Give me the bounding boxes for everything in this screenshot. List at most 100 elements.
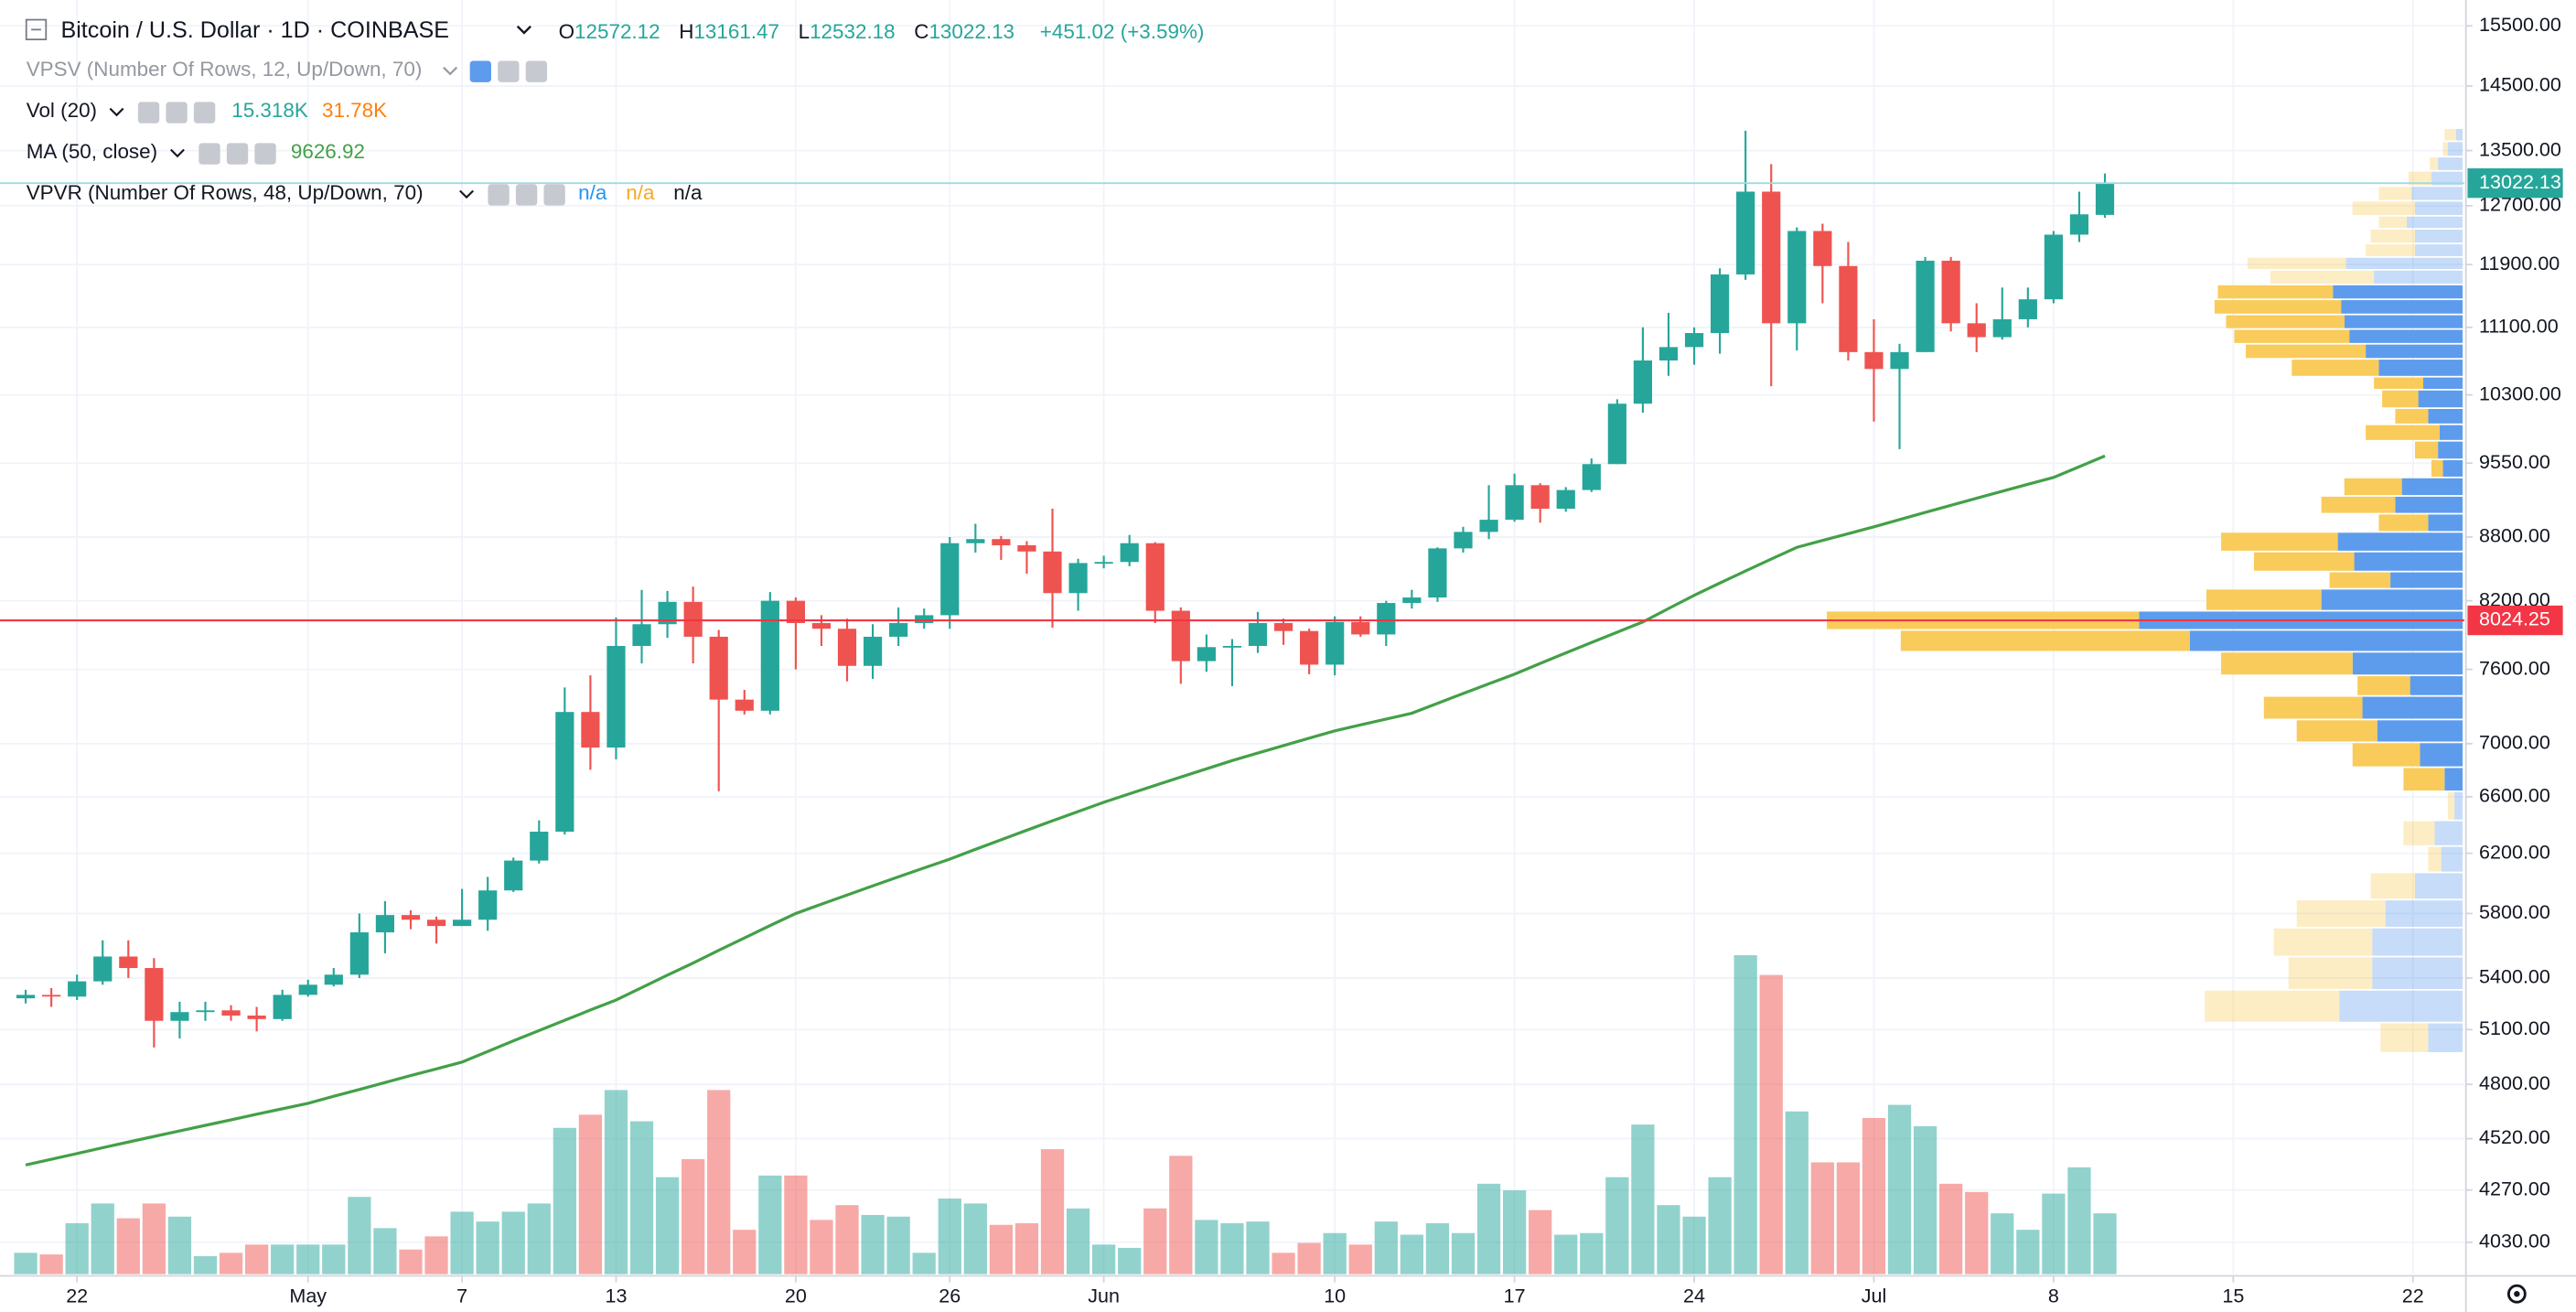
x-tick-label: 17 [1504, 1285, 1526, 1307]
y-tick-label: 4030.00 [2479, 1229, 2550, 1252]
candle-body [2044, 234, 2063, 300]
candle-body [530, 832, 549, 861]
profile-down [2254, 552, 2355, 571]
vol-legend[interactable]: Vol (20) [27, 99, 97, 122]
candle-body [1197, 647, 1216, 661]
open-value: 12572.12 [574, 20, 660, 43]
high-label: H [679, 20, 693, 43]
volume-bar [1400, 1234, 1423, 1274]
volume-bar [1476, 1183, 1501, 1274]
remove-icon[interactable] [254, 143, 276, 165]
candle-body [170, 1012, 189, 1021]
profile-down [2296, 900, 2386, 927]
candle-body [1658, 347, 1679, 361]
last-price-box [2467, 167, 2563, 199]
remove-icon[interactable] [525, 60, 548, 82]
profile-up [2395, 496, 2463, 513]
profile-up [2415, 873, 2463, 899]
profile-down [2247, 257, 2346, 270]
vpsv-legend[interactable]: VPSV (Number Of Rows, 12, Up/Down, 70) [27, 58, 423, 81]
candle-body [1326, 621, 1345, 665]
volume-bar [450, 1211, 474, 1274]
profile-up [2321, 589, 2463, 610]
volume-bar [1759, 974, 1783, 1274]
eye-icon[interactable] [488, 184, 510, 206]
settings-icon[interactable] [166, 102, 188, 124]
ma-value: 9626.92 [291, 140, 365, 163]
settings-icon[interactable] [498, 60, 520, 82]
volume-bar [296, 1244, 320, 1274]
remove-icon[interactable] [543, 184, 565, 206]
chevron [516, 25, 531, 35]
eye-icon[interactable] [199, 143, 220, 165]
profile-down [2221, 652, 2353, 675]
profile-up [2407, 216, 2463, 229]
ohlc: O12572.12 H13161.47 L12532.18 C13022.13 … [559, 20, 1205, 43]
y-tick-label: 5400.00 [2479, 965, 2550, 988]
candle-body [1890, 351, 1909, 370]
profile-up [2422, 377, 2463, 389]
candle-body [1120, 543, 1139, 563]
volume-bar [1348, 1244, 1372, 1274]
profile-down [2205, 990, 2340, 1022]
volume-bar [1297, 1242, 1321, 1274]
volume-bar [2042, 1193, 2066, 1274]
profile-up [2341, 300, 2463, 314]
hidden-toggle[interactable] [469, 60, 491, 82]
y-tick-label: 5100.00 [2479, 1016, 2550, 1039]
volume-bar [501, 1211, 525, 1274]
profile-down [2374, 377, 2423, 389]
profile-down [2442, 142, 2448, 156]
profile-down [2378, 216, 2408, 229]
profile-up [2439, 425, 2463, 440]
profile-up [2344, 315, 2463, 328]
volume-bar [193, 1255, 218, 1274]
x-tick-label: 22 [2402, 1285, 2424, 1307]
profile-up [2366, 344, 2463, 359]
volume-bar [424, 1236, 448, 1274]
volume-bar [2016, 1230, 2040, 1274]
candle-body [1145, 543, 1165, 611]
volume-bar [2067, 1167, 2091, 1274]
profile-down [2408, 171, 2431, 186]
settings-button[interactable] [2506, 1284, 2527, 1304]
volume-bar [1631, 1124, 1655, 1274]
eye-icon[interactable] [137, 102, 160, 124]
volume-bar [1862, 1117, 1886, 1274]
ma-legend[interactable]: MA (50, close) [27, 140, 157, 163]
profile-down [2288, 957, 2373, 989]
volume-bar [373, 1228, 397, 1274]
profile-up [2415, 229, 2463, 243]
candle-body [273, 995, 292, 1019]
volume-bar [963, 1203, 987, 1274]
collapse-button[interactable] [25, 18, 48, 41]
overlay [0, 182, 2464, 1167]
profile-down [1900, 630, 2190, 651]
legend: Bitcoin / U.S. Dollar · 1D · COINBASE O1… [25, 17, 1205, 206]
profile-up [2442, 460, 2463, 477]
ma-line [25, 454, 2106, 1167]
remove-icon[interactable] [193, 102, 216, 124]
profile-down [2366, 244, 2415, 256]
settings-icon[interactable] [515, 184, 538, 206]
candle-body [606, 646, 626, 748]
profile-down [2344, 478, 2402, 496]
profile-up [2438, 157, 2463, 170]
volume-bar [938, 1199, 961, 1274]
volume-profile [1827, 128, 2463, 1052]
settings-icon[interactable] [226, 143, 249, 165]
candle-body [324, 974, 343, 985]
candle-body [1530, 485, 1550, 510]
volume-bar [707, 1090, 731, 1274]
volume-bar [1554, 1234, 1578, 1274]
candle-body [940, 543, 960, 616]
symbol-title[interactable]: Bitcoin / U.S. Dollar · 1D · COINBASE [60, 17, 449, 43]
chevron [459, 189, 474, 199]
profile-down [2246, 344, 2367, 359]
profile-down [2296, 720, 2377, 742]
profile-down [2352, 743, 2420, 767]
profile-up [2415, 244, 2463, 256]
vpvr-legend[interactable]: VPVR (Number Of Rows, 48, Up/Down, 70) [27, 181, 424, 204]
volume-bar [1887, 1104, 1912, 1274]
